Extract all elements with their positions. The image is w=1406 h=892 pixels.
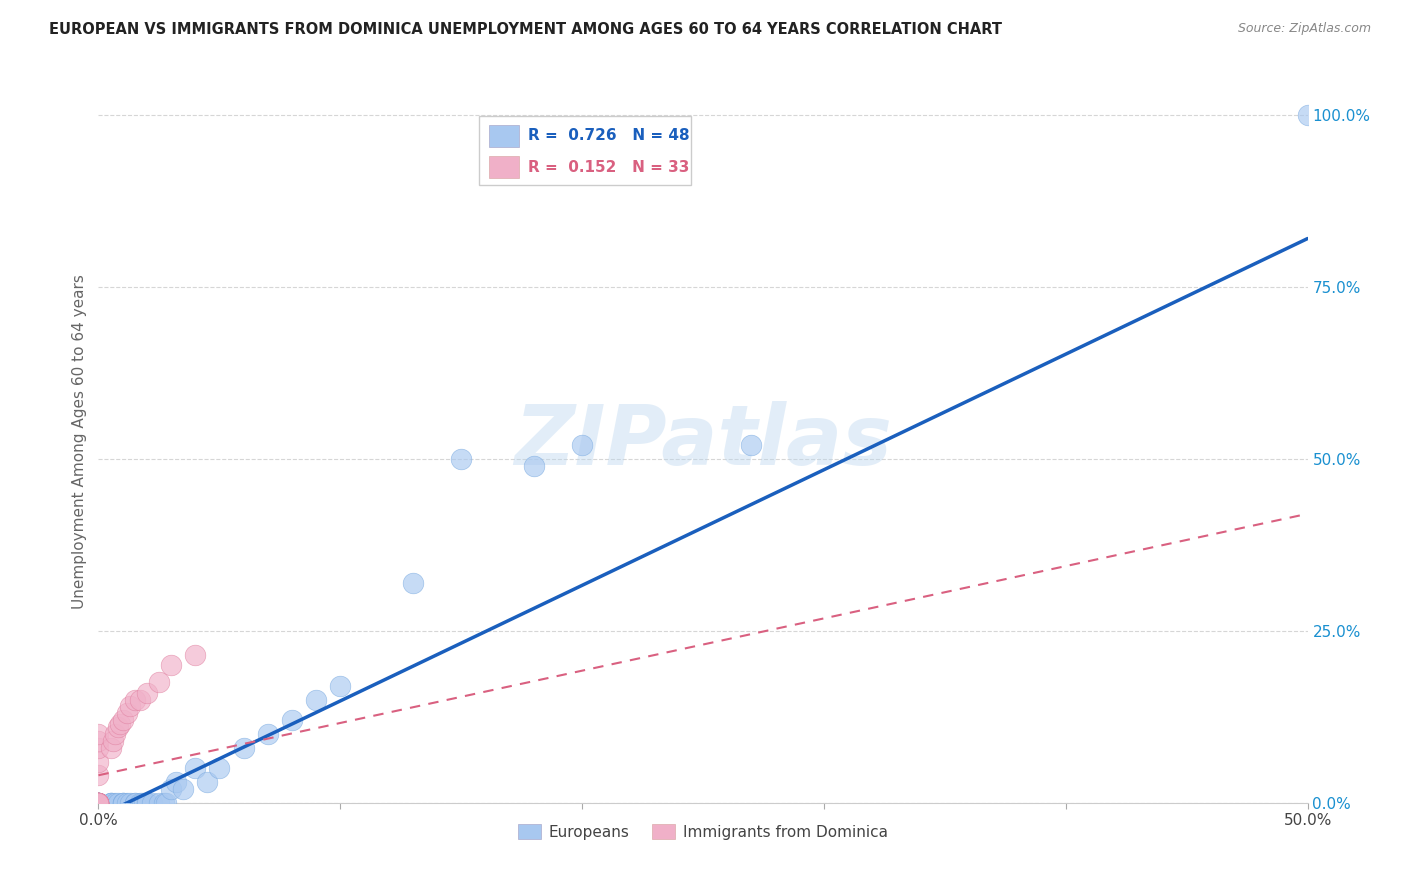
Point bbox=[104, 727, 127, 741]
Point bbox=[87, 734, 110, 748]
Point bbox=[107, 796, 129, 810]
Point bbox=[87, 796, 110, 810]
Point bbox=[256, 727, 278, 741]
Point bbox=[135, 796, 157, 810]
Point bbox=[128, 796, 150, 810]
Point bbox=[232, 740, 254, 755]
Point bbox=[87, 796, 110, 810]
Point bbox=[87, 796, 110, 810]
FancyBboxPatch shape bbox=[479, 117, 690, 185]
Point bbox=[87, 755, 110, 769]
Point bbox=[87, 768, 110, 782]
Point bbox=[87, 796, 110, 810]
Point bbox=[329, 679, 352, 693]
Point bbox=[134, 796, 156, 810]
Point bbox=[111, 796, 134, 810]
Point bbox=[131, 796, 153, 810]
Point bbox=[87, 796, 110, 810]
Point bbox=[118, 796, 141, 810]
Point bbox=[402, 575, 425, 590]
Point bbox=[100, 796, 122, 810]
Y-axis label: Unemployment Among Ages 60 to 64 years: Unemployment Among Ages 60 to 64 years bbox=[72, 274, 87, 609]
Point bbox=[87, 796, 110, 810]
Point bbox=[87, 796, 110, 810]
Point bbox=[87, 796, 110, 810]
Point bbox=[100, 796, 122, 810]
Point bbox=[111, 796, 134, 810]
Point bbox=[571, 438, 593, 452]
Point bbox=[87, 796, 110, 810]
Point bbox=[87, 796, 110, 810]
Point bbox=[87, 796, 110, 810]
Point bbox=[124, 796, 146, 810]
Text: ZIPatlas: ZIPatlas bbox=[515, 401, 891, 482]
Point bbox=[87, 796, 110, 810]
Point bbox=[184, 761, 207, 775]
Point bbox=[1296, 108, 1319, 122]
Point bbox=[87, 796, 110, 810]
Text: R =  0.726   N = 48: R = 0.726 N = 48 bbox=[527, 128, 689, 144]
Text: R =  0.152   N = 33: R = 0.152 N = 33 bbox=[527, 160, 689, 175]
Point bbox=[740, 438, 762, 452]
Point bbox=[87, 740, 110, 755]
Point bbox=[100, 796, 122, 810]
Point bbox=[117, 706, 139, 721]
Point bbox=[305, 692, 328, 706]
Point bbox=[135, 686, 157, 700]
Point bbox=[281, 713, 304, 727]
Point bbox=[165, 775, 187, 789]
Text: Source: ZipAtlas.com: Source: ZipAtlas.com bbox=[1237, 22, 1371, 36]
Point bbox=[111, 713, 134, 727]
Point bbox=[87, 796, 110, 810]
Point bbox=[101, 734, 124, 748]
Point bbox=[87, 796, 110, 810]
Point bbox=[148, 796, 170, 810]
Point bbox=[152, 796, 174, 810]
Point bbox=[87, 727, 110, 741]
Point bbox=[118, 699, 141, 714]
Point bbox=[450, 451, 472, 466]
Point bbox=[87, 796, 110, 810]
Point bbox=[208, 761, 231, 775]
Point bbox=[107, 720, 129, 734]
Point bbox=[160, 658, 183, 673]
Point bbox=[141, 796, 163, 810]
Point bbox=[87, 796, 110, 810]
Point bbox=[111, 796, 134, 810]
Point bbox=[87, 796, 110, 810]
Point bbox=[124, 692, 146, 706]
Point bbox=[155, 796, 177, 810]
Legend: Europeans, Immigrants from Dominica: Europeans, Immigrants from Dominica bbox=[512, 818, 894, 846]
Point bbox=[148, 675, 170, 690]
Point bbox=[523, 458, 546, 473]
Point bbox=[128, 692, 150, 706]
Point bbox=[172, 782, 194, 797]
Point bbox=[108, 716, 131, 731]
Point bbox=[87, 796, 110, 810]
Point bbox=[124, 796, 146, 810]
Point bbox=[184, 648, 207, 662]
Point bbox=[87, 796, 110, 810]
FancyBboxPatch shape bbox=[489, 125, 519, 147]
Point bbox=[87, 796, 110, 810]
FancyBboxPatch shape bbox=[489, 156, 519, 178]
Text: EUROPEAN VS IMMIGRANTS FROM DOMINICA UNEMPLOYMENT AMONG AGES 60 TO 64 YEARS CORR: EUROPEAN VS IMMIGRANTS FROM DOMINICA UNE… bbox=[49, 22, 1002, 37]
Point bbox=[104, 796, 127, 810]
Point bbox=[87, 796, 110, 810]
Point bbox=[135, 796, 157, 810]
Point bbox=[87, 796, 110, 810]
Point bbox=[195, 775, 218, 789]
Point bbox=[87, 796, 110, 810]
Point bbox=[160, 782, 183, 797]
Point bbox=[117, 796, 139, 810]
Point bbox=[100, 740, 122, 755]
